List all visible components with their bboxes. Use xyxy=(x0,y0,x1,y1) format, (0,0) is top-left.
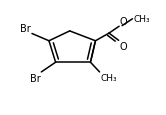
Text: CH₃: CH₃ xyxy=(100,73,117,82)
Text: O: O xyxy=(120,42,127,52)
Text: Br: Br xyxy=(30,73,41,83)
Text: O: O xyxy=(120,17,128,27)
Text: CH₃: CH₃ xyxy=(133,15,150,24)
Text: Br: Br xyxy=(20,24,31,34)
